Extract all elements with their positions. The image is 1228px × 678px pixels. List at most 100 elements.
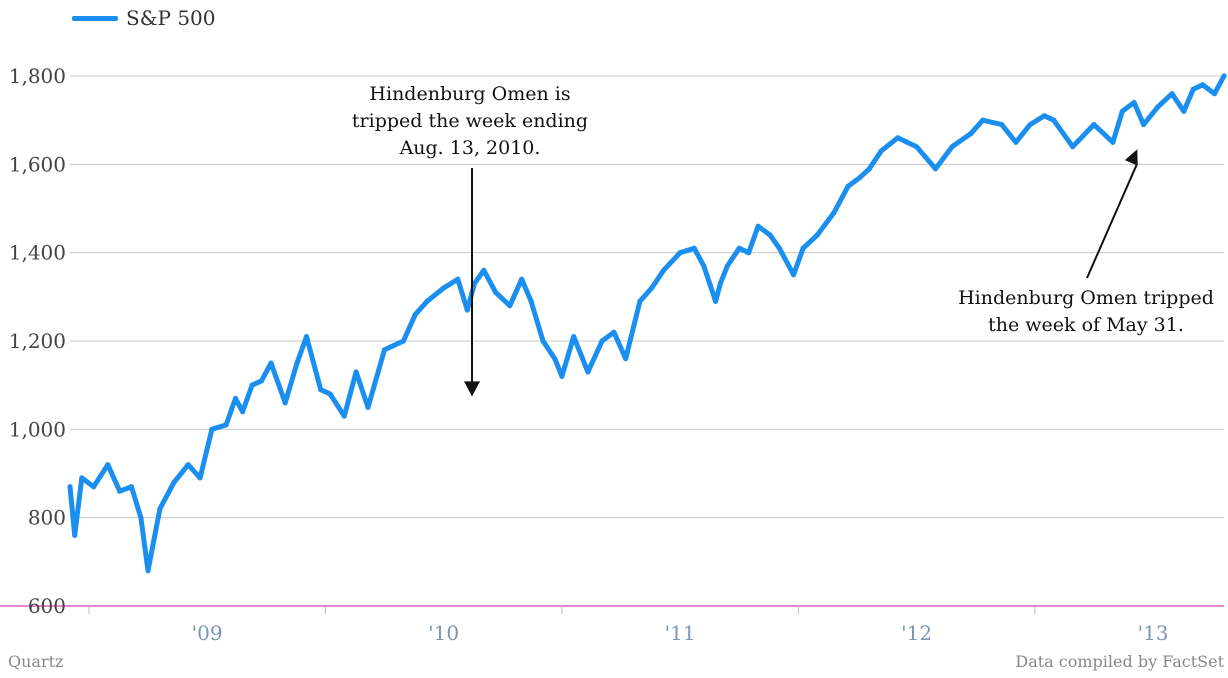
- data-point: [599, 338, 605, 344]
- annotation-1-line: Hindenburg Omen is: [369, 83, 570, 105]
- data-point: [1190, 86, 1196, 92]
- data-point: [1131, 99, 1137, 106]
- data-point: [327, 391, 333, 397]
- y-tick-label: 1,000: [9, 417, 66, 441]
- data-point: [507, 303, 513, 309]
- data-point: [258, 378, 265, 384]
- data-point: [611, 329, 617, 335]
- data-point: [145, 568, 151, 574]
- data-point: [1155, 104, 1161, 110]
- data-point: [268, 360, 274, 366]
- data-point: [701, 263, 707, 269]
- y-tick-label: 800: [28, 506, 66, 530]
- data-point: [424, 298, 430, 304]
- data-point: [717, 280, 723, 287]
- x-axis-ticks: '09 '10 '11 '12 '13: [88, 606, 1169, 645]
- legend-swatch: [72, 15, 118, 21]
- y-tick-label: 600: [28, 594, 66, 618]
- data-point: [185, 462, 191, 468]
- data-point: [800, 245, 806, 251]
- data-point: [455, 276, 461, 282]
- data-point: [471, 280, 477, 287]
- data-point: [968, 130, 974, 137]
- series-layer: [67, 73, 1227, 574]
- data-point: [223, 422, 229, 428]
- x-tick-label: '09: [192, 621, 223, 645]
- data-point: [381, 347, 388, 353]
- data-point: [559, 373, 565, 379]
- data-point: [249, 382, 255, 388]
- annotation-1-arrowhead: [464, 381, 481, 397]
- data-point: [649, 285, 655, 291]
- data-point: [240, 409, 246, 415]
- data-point: [999, 121, 1005, 128]
- x-tick-label: '10: [428, 621, 459, 645]
- data-point: [776, 245, 783, 251]
- annotation-1-line: Aug. 13, 2010.: [399, 137, 541, 159]
- annotation-2-line: Hindenburg Omen tripped: [958, 287, 1214, 309]
- data-point: [117, 488, 123, 494]
- data-point: [1140, 121, 1147, 128]
- data-point: [540, 338, 546, 344]
- data-point: [1051, 117, 1057, 123]
- x-tick-label: '12: [901, 621, 932, 645]
- data-point: [677, 250, 683, 256]
- data-point: [1169, 91, 1175, 97]
- x-tick-label: '13: [1138, 621, 1169, 645]
- data-point: [866, 166, 872, 172]
- data-point: [791, 272, 797, 278]
- data-point: [400, 338, 407, 344]
- data-point: [755, 223, 761, 229]
- data-point: [1091, 121, 1097, 128]
- data-point: [481, 267, 487, 273]
- data-point: [736, 245, 742, 251]
- data-point: [412, 311, 418, 318]
- data-point: [1110, 139, 1116, 145]
- data-point: [138, 515, 144, 521]
- data-point: [318, 386, 324, 393]
- y-axis-ticks: 600 800 1,000 1,200 1,400 1,600 1,800: [9, 64, 66, 618]
- data-point: [712, 298, 719, 304]
- annotation-2-arrow-shaft: [1086, 164, 1138, 279]
- data-point: [932, 166, 939, 172]
- data-point: [67, 484, 73, 490]
- data-point: [878, 148, 884, 154]
- data-point: [464, 307, 470, 313]
- data-point: [197, 475, 203, 481]
- data-point: [209, 426, 215, 432]
- data-point: [72, 532, 78, 538]
- legend: S&P 500: [72, 6, 216, 30]
- y-tick-label: 1,600: [9, 152, 66, 176]
- data-point: [1027, 121, 1033, 128]
- data-point: [1070, 144, 1076, 150]
- data-point: [746, 250, 752, 256]
- data-point: [623, 356, 629, 362]
- data-point: [493, 289, 499, 296]
- data-point: [831, 210, 837, 216]
- data-point: [814, 232, 820, 238]
- gridlines: [0, 75, 1224, 607]
- data-point: [845, 183, 851, 190]
- data-point: [294, 360, 300, 366]
- annotation-1-line: tripped the week ending: [352, 110, 588, 132]
- data-point: [171, 479, 177, 485]
- annotation-2-line: the week of May 31.: [988, 314, 1184, 336]
- source-left: Quartz: [8, 652, 64, 671]
- data-point: [913, 144, 920, 150]
- data-point: [552, 356, 558, 362]
- data-point: [1221, 73, 1227, 79]
- data-point: [528, 298, 534, 304]
- data-point: [1211, 91, 1218, 97]
- data-point: [105, 462, 111, 468]
- data-point: [980, 117, 986, 123]
- annotations-layer: Hindenburg Omen is tripped the week endin…: [352, 83, 1214, 397]
- data-point: [637, 298, 643, 304]
- data-point: [691, 245, 697, 251]
- data-point: [949, 144, 955, 150]
- data-point: [585, 369, 591, 375]
- data-point: [303, 333, 310, 340]
- data-point: [724, 263, 731, 269]
- data-point: [341, 413, 347, 419]
- legend-label: S&P 500: [126, 6, 216, 30]
